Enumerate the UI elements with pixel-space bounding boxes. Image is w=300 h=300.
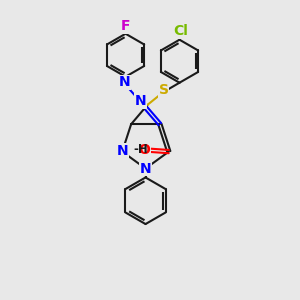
- Text: O: O: [138, 143, 150, 157]
- Text: N: N: [118, 75, 130, 89]
- Text: Cl: Cl: [174, 24, 188, 38]
- Text: N: N: [117, 144, 129, 158]
- Text: N: N: [135, 94, 147, 108]
- Text: -H: -H: [134, 143, 148, 156]
- Text: S: S: [159, 83, 169, 98]
- Text: F: F: [121, 19, 130, 33]
- Text: N: N: [140, 161, 151, 176]
